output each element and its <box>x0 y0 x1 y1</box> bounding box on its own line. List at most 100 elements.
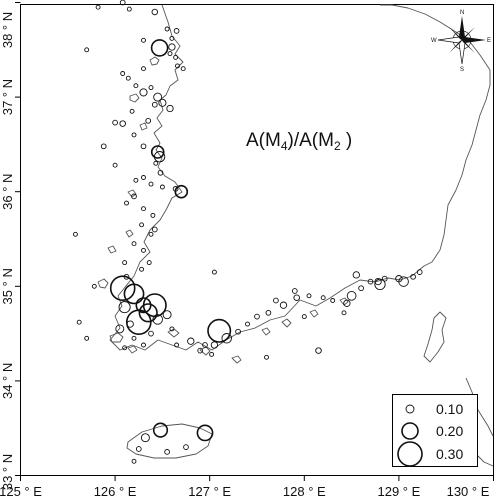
station-marker-92 <box>398 276 409 287</box>
compass-n: N <box>460 10 464 16</box>
station-marker-18 <box>158 98 167 107</box>
station-marker-13 <box>125 75 131 81</box>
station-marker-89 <box>374 278 386 291</box>
station-marker-1 <box>126 6 132 12</box>
station-marker-83 <box>346 290 357 301</box>
legend-label-2: 0.30 <box>436 446 463 462</box>
station-marker-110 <box>91 283 97 289</box>
station-marker-47 <box>109 275 136 302</box>
y-tick-label-2: 35 ° N <box>0 268 15 304</box>
station-marker-68 <box>207 318 232 343</box>
station-marker-7 <box>167 51 173 57</box>
station-marker-6 <box>150 39 169 57</box>
x-tick-label-3: 128 ° E <box>283 484 326 499</box>
map-frame <box>20 4 494 476</box>
station-marker-41 <box>131 241 137 247</box>
station-marker-106 <box>112 162 118 168</box>
station-marker-22 <box>119 120 126 127</box>
station-marker-111 <box>76 319 82 325</box>
station-marker-102 <box>164 449 170 455</box>
station-marker-90 <box>381 275 388 282</box>
station-marker-5 <box>168 43 176 51</box>
station-marker-36 <box>141 206 146 212</box>
station-marker-29 <box>141 175 146 180</box>
station-marker-107 <box>100 143 107 150</box>
legend-label-0: 0.10 <box>436 401 463 417</box>
station-marker-10 <box>175 63 180 69</box>
station-marker-87 <box>367 278 374 285</box>
station-marker-114 <box>145 117 152 124</box>
legend-box <box>392 394 478 467</box>
station-marker-113 <box>141 37 146 43</box>
station-marker-85 <box>341 310 347 316</box>
station-marker-101 <box>135 446 142 452</box>
station-marker-118 <box>129 108 135 114</box>
x-tick-label-2: 127 ° E <box>188 484 231 499</box>
legend-marker-2 <box>397 441 423 467</box>
station-marker-26 <box>153 151 166 163</box>
station-marker-40 <box>148 231 154 237</box>
station-marker-116 <box>95 4 101 10</box>
station-marker-11 <box>141 66 146 72</box>
station-marker-27 <box>153 160 159 166</box>
x-tick-label-0: 125 ° E <box>0 484 42 499</box>
station-marker-97 <box>264 354 269 360</box>
station-marker-9 <box>180 66 186 72</box>
station-marker-59 <box>148 330 154 337</box>
legend-label-1: 0.20 <box>436 423 463 439</box>
axis-ticks <box>15 2 494 481</box>
station-marker-96 <box>301 314 307 320</box>
x-tick-label-1: 126 ° E <box>94 484 137 499</box>
station-marker-57 <box>162 310 172 320</box>
station-marker-71 <box>235 328 241 335</box>
station-marker-31 <box>148 181 154 187</box>
station-marker-12 <box>120 71 126 76</box>
station-marker-16 <box>148 85 154 91</box>
station-marker-99 <box>152 422 169 438</box>
peninsula-coastline <box>109 4 491 351</box>
compass-e: E <box>487 38 491 44</box>
station-marker-95 <box>315 347 322 354</box>
compass-s: S <box>460 67 464 73</box>
station-marker-19 <box>151 101 158 108</box>
station-marker-61 <box>122 345 128 351</box>
station-marker-73 <box>254 313 260 320</box>
station-marker-53 <box>126 309 152 336</box>
station-marker-48 <box>123 283 145 305</box>
station-marker-64 <box>187 337 195 345</box>
station-marker-8 <box>173 54 179 60</box>
axis-labels: 125 ° E 126 ° E 127 ° E 128 ° E 129 ° E 130 °… <box>0 12 490 499</box>
map-title: A(M4)/A(M2 ) <box>246 130 352 153</box>
y-tick-label-5: 38 ° N <box>0 12 15 48</box>
station-marker-52 <box>138 303 158 323</box>
station-marker-3 <box>164 26 170 32</box>
station-marker-30 <box>133 177 139 183</box>
station-marker-39 <box>151 226 158 233</box>
station-marker-75 <box>279 301 288 309</box>
x-tick-label-4: 129 ° E <box>378 484 421 499</box>
station-marker-37 <box>150 212 156 218</box>
station-marker-35 <box>124 200 129 206</box>
station-marker-108 <box>84 47 90 53</box>
station-marker-76 <box>273 297 279 304</box>
station-marker-23 <box>131 132 137 138</box>
station-marker-62 <box>141 342 146 348</box>
station-marker-0 <box>119 0 126 6</box>
station-marker-100 <box>140 433 150 443</box>
station-marker-70 <box>209 351 215 357</box>
station-marker-24 <box>140 143 147 150</box>
y-tick-label-3: 36 ° N <box>0 174 15 210</box>
station-marker-38 <box>139 222 145 228</box>
station-marker-93 <box>410 273 416 280</box>
station-marker-105 <box>131 458 137 464</box>
station-marker-86 <box>352 271 360 279</box>
station-marker-43 <box>146 260 152 266</box>
station-marker-45 <box>139 266 145 272</box>
jeju-island <box>126 423 213 459</box>
station-marker-78 <box>306 293 312 299</box>
compass-rose-icon: N S E W <box>431 10 491 73</box>
station-marker-112 <box>84 335 90 341</box>
station-marker-94 <box>416 269 423 275</box>
station-marker-42 <box>141 247 146 253</box>
station-markers <box>72 0 423 464</box>
